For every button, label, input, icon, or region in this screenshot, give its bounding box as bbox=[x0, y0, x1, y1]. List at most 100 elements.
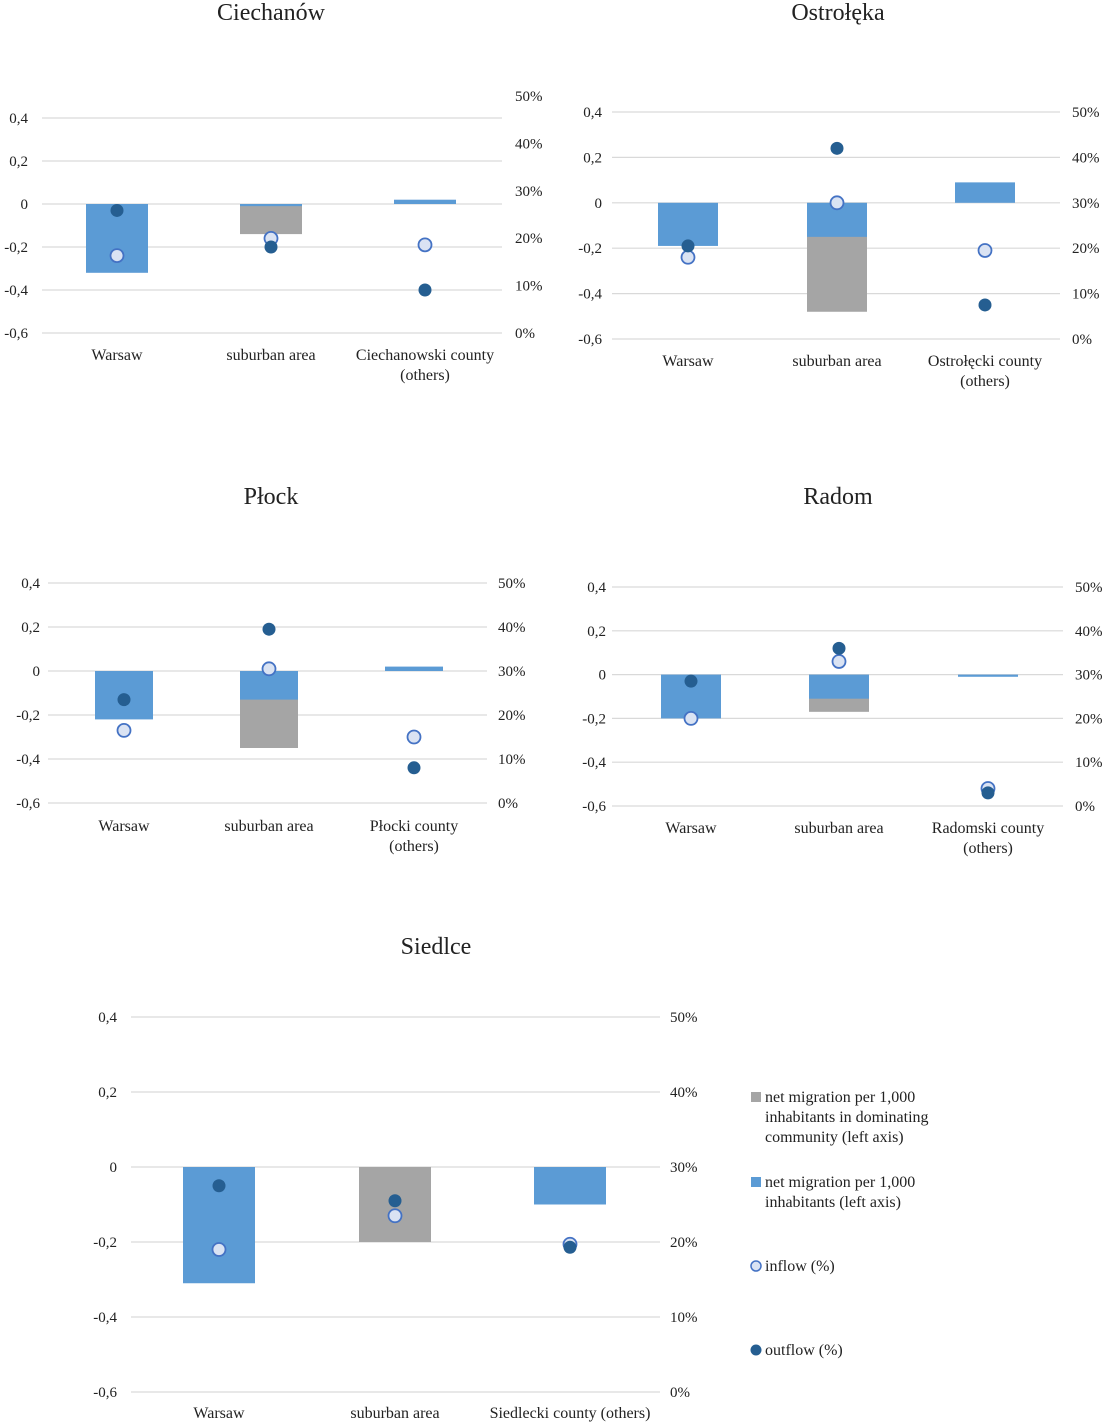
inflow-point bbox=[109, 248, 125, 264]
right-axis-tick: 40% bbox=[670, 1085, 698, 1101]
category-label-line: suburban area bbox=[350, 1405, 439, 1422]
inflow-point bbox=[977, 243, 993, 258]
legend-label-line: inhabitants in dominating bbox=[765, 1109, 929, 1126]
right-axis-tick: 30% bbox=[498, 664, 526, 680]
legend-marker-inflow bbox=[750, 1260, 762, 1272]
category-label-line: suburban area bbox=[224, 818, 313, 835]
category-label-line: Warsaw bbox=[665, 820, 717, 837]
right-axis-tick: 0% bbox=[670, 1385, 690, 1401]
right-axis-tick: 0% bbox=[1072, 332, 1092, 348]
inflow-point bbox=[680, 249, 696, 265]
left-axis-tick: 0,2 bbox=[583, 150, 602, 166]
legend-label-line: outflow (%) bbox=[765, 1342, 843, 1359]
right-axis-tick: 20% bbox=[1075, 711, 1103, 727]
right-axis-tick: 10% bbox=[1072, 287, 1100, 303]
category-label-line: Warsaw bbox=[662, 353, 714, 370]
bar-net-migration bbox=[658, 202, 718, 246]
right-axis-tick: 40% bbox=[1075, 624, 1103, 640]
right-axis-tick: 40% bbox=[498, 620, 526, 636]
category-label-line: (others) bbox=[400, 367, 450, 384]
outflow-point bbox=[981, 786, 995, 800]
left-axis-tick: -0,6 bbox=[4, 326, 28, 342]
left-axis-tick: -0,4 bbox=[4, 283, 28, 299]
left-axis-tick: 0,4 bbox=[9, 111, 28, 127]
category-label: Warsaw bbox=[665, 820, 717, 837]
inflow-point bbox=[387, 1208, 403, 1224]
right-axis-tick: 50% bbox=[670, 1010, 698, 1026]
chart-panel-płock: Płock 0,4 0,2 0 -0,2 -0,4 -0,6 50% 40% 30% 20% 10% 0… bbox=[16, 484, 525, 855]
category-label: Warsaw bbox=[662, 353, 714, 370]
category-label-line: Radomski county bbox=[932, 820, 1044, 837]
inflow-point bbox=[683, 711, 699, 726]
category-label-line: suburban area bbox=[794, 820, 883, 837]
inflow-point bbox=[116, 723, 132, 738]
chart-title: Siedlce bbox=[401, 934, 472, 960]
category-label: Ciechanowski county (others) bbox=[356, 347, 494, 384]
outflow-point bbox=[684, 674, 698, 688]
left-axis-tick: 0,4 bbox=[587, 580, 606, 596]
left-axis-tick: 0 bbox=[595, 196, 603, 212]
left-axis-tick: -0,4 bbox=[582, 755, 606, 771]
bar-net-migration bbox=[955, 182, 1015, 203]
right-axis-tick: 20% bbox=[515, 231, 543, 247]
category-label: suburban area bbox=[226, 347, 315, 364]
category-label: suburban area bbox=[350, 1405, 439, 1422]
left-axis-tick: -0,6 bbox=[16, 796, 40, 812]
legend-label-line: net migration per 1,000 bbox=[765, 1174, 915, 1191]
bar-net-migration bbox=[809, 674, 869, 699]
legend-marker-outflow bbox=[750, 1344, 762, 1356]
right-axis-tick: 20% bbox=[1072, 241, 1100, 257]
outflow-point bbox=[388, 1194, 402, 1208]
chart-panel-ostrołęka: Ostrołęka 0,4 0,2 0 -0,2 -0,4 -0,6 50% 40% 30% 20%… bbox=[578, 0, 1099, 390]
left-axis-tick: 0,2 bbox=[9, 154, 28, 170]
outflow-point bbox=[110, 203, 124, 217]
bar-net-migration bbox=[385, 666, 443, 671]
category-label-line: Płocki county bbox=[370, 818, 458, 835]
category-label: Warsaw bbox=[193, 1405, 245, 1422]
outflow-point bbox=[832, 641, 846, 655]
category-label: Radomski county (others) bbox=[932, 820, 1044, 857]
category-label-line: suburban area bbox=[792, 353, 881, 370]
outflow-point bbox=[830, 141, 844, 155]
chart-title: Radom bbox=[803, 484, 873, 510]
right-axis-tick: 0% bbox=[498, 796, 518, 812]
left-axis-tick: -0,2 bbox=[4, 240, 28, 256]
right-axis-tick: 50% bbox=[1072, 105, 1100, 121]
left-axis-tick: 0,2 bbox=[21, 620, 40, 636]
left-axis-tick: 0,4 bbox=[21, 576, 40, 592]
legend-label-line: community (left axis) bbox=[765, 1129, 904, 1146]
bar-net-migration bbox=[394, 199, 456, 204]
category-label: Warsaw bbox=[98, 818, 150, 835]
legend-label-line: inhabitants (left axis) bbox=[765, 1194, 901, 1211]
outflow-point bbox=[978, 298, 992, 312]
category-label-line: Ciechanowski county bbox=[356, 347, 494, 364]
left-axis-tick: -0,2 bbox=[16, 708, 40, 724]
right-axis-tick: 30% bbox=[1075, 668, 1103, 684]
left-axis-tick: -0,4 bbox=[578, 287, 602, 303]
right-axis-tick: 50% bbox=[515, 89, 543, 105]
right-axis-tick: 0% bbox=[1075, 799, 1095, 815]
legend-label-dominating: net migration per 1,000 inhabitants in do… bbox=[765, 1089, 929, 1146]
outflow-point bbox=[117, 693, 131, 707]
right-axis-tick: 40% bbox=[1072, 150, 1100, 166]
right-axis-tick: 10% bbox=[1075, 755, 1103, 771]
category-label: Płocki county (others) bbox=[370, 818, 458, 855]
legend-label-inflow: inflow (%) bbox=[765, 1258, 835, 1275]
inflow-point bbox=[829, 195, 845, 211]
chart-title: Ciechanów bbox=[217, 0, 326, 26]
bar-dominating-community bbox=[240, 204, 302, 235]
outflow-point bbox=[563, 1240, 577, 1254]
right-axis-tick: 30% bbox=[1072, 196, 1100, 212]
left-axis-tick: -0,6 bbox=[578, 332, 602, 348]
left-axis-tick: -0,2 bbox=[93, 1235, 117, 1251]
chart-title: Ostrołęka bbox=[791, 0, 885, 26]
left-axis-tick: 0,2 bbox=[587, 624, 606, 640]
category-label-line: Siedlecki county (others) bbox=[490, 1405, 651, 1422]
chart-panel-siedlce: Siedlce 0,4 0,2 0 -0,2 -0,4 -0,6 50% 40% 30% 20% 10… bbox=[93, 934, 697, 1422]
outflow-point bbox=[264, 240, 278, 254]
right-axis-tick: 20% bbox=[498, 708, 526, 724]
left-axis-tick: -0,2 bbox=[582, 711, 606, 727]
legend-marker-dominating bbox=[751, 1092, 761, 1102]
left-axis-tick: 0,4 bbox=[583, 105, 602, 121]
